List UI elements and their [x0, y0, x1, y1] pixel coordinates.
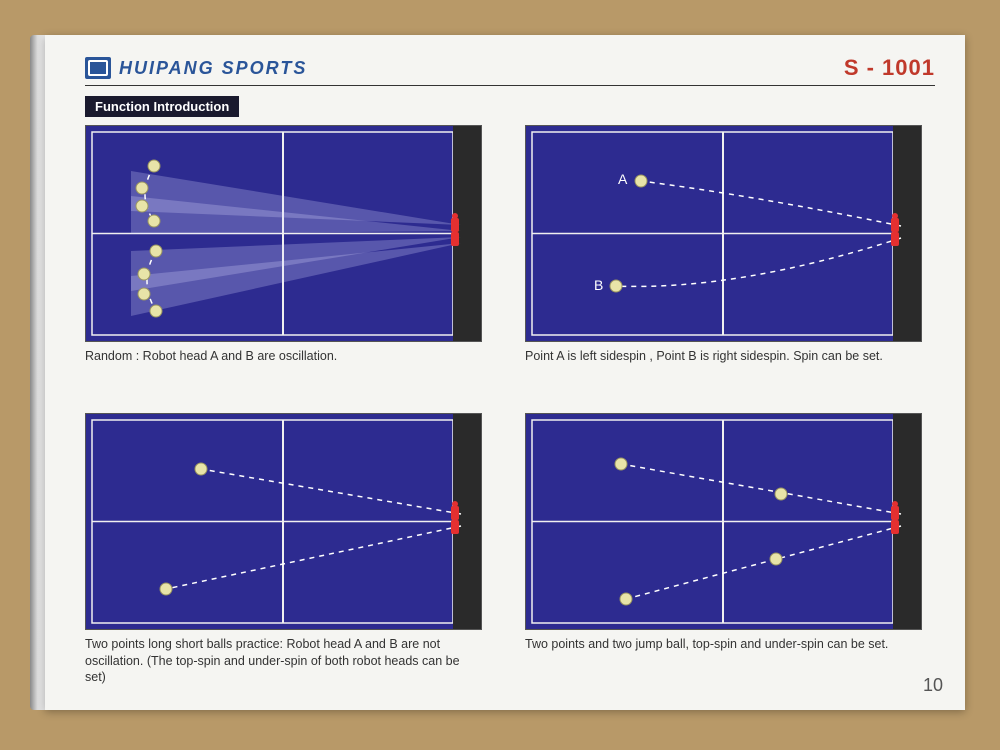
- diagram-caption: Two points and two jump ball, top-spin a…: [525, 636, 920, 653]
- manual-page: HUIPANG SPORTS S - 1001 Function Introdu…: [45, 35, 965, 710]
- table-diagram: [85, 413, 482, 630]
- svg-text:A: A: [618, 171, 628, 187]
- svg-text:B: B: [594, 277, 603, 293]
- table-diagram: AB: [525, 125, 922, 342]
- diagram-cell: ABPoint A is left sidespin , Point B is …: [525, 125, 935, 399]
- diagram-caption: Random : Robot head A and B are oscillat…: [85, 348, 480, 365]
- brand-logo-icon: [85, 57, 111, 79]
- diagram-cell: Two points long short balls practice: Ro…: [85, 413, 495, 687]
- diagram-cell: Random : Robot head A and B are oscillat…: [85, 125, 495, 399]
- diagram-cell: Two points and two jump ball, top-spin a…: [525, 413, 935, 687]
- page-header: HUIPANG SPORTS S - 1001: [85, 55, 935, 86]
- table-diagram: [85, 125, 482, 342]
- brand-text: HUIPANG SPORTS: [119, 58, 307, 79]
- section-title: Function Introduction: [85, 96, 239, 117]
- table-diagram: [525, 413, 922, 630]
- brand: HUIPANG SPORTS: [85, 57, 307, 79]
- page-number: 10: [923, 675, 943, 696]
- diagram-grid: Random : Robot head A and B are oscillat…: [85, 125, 935, 686]
- diagram-caption: Two points long short balls practice: Ro…: [85, 636, 480, 687]
- diagram-caption: Point A is left sidespin , Point B is ri…: [525, 348, 920, 365]
- model-number: S - 1001: [844, 55, 935, 81]
